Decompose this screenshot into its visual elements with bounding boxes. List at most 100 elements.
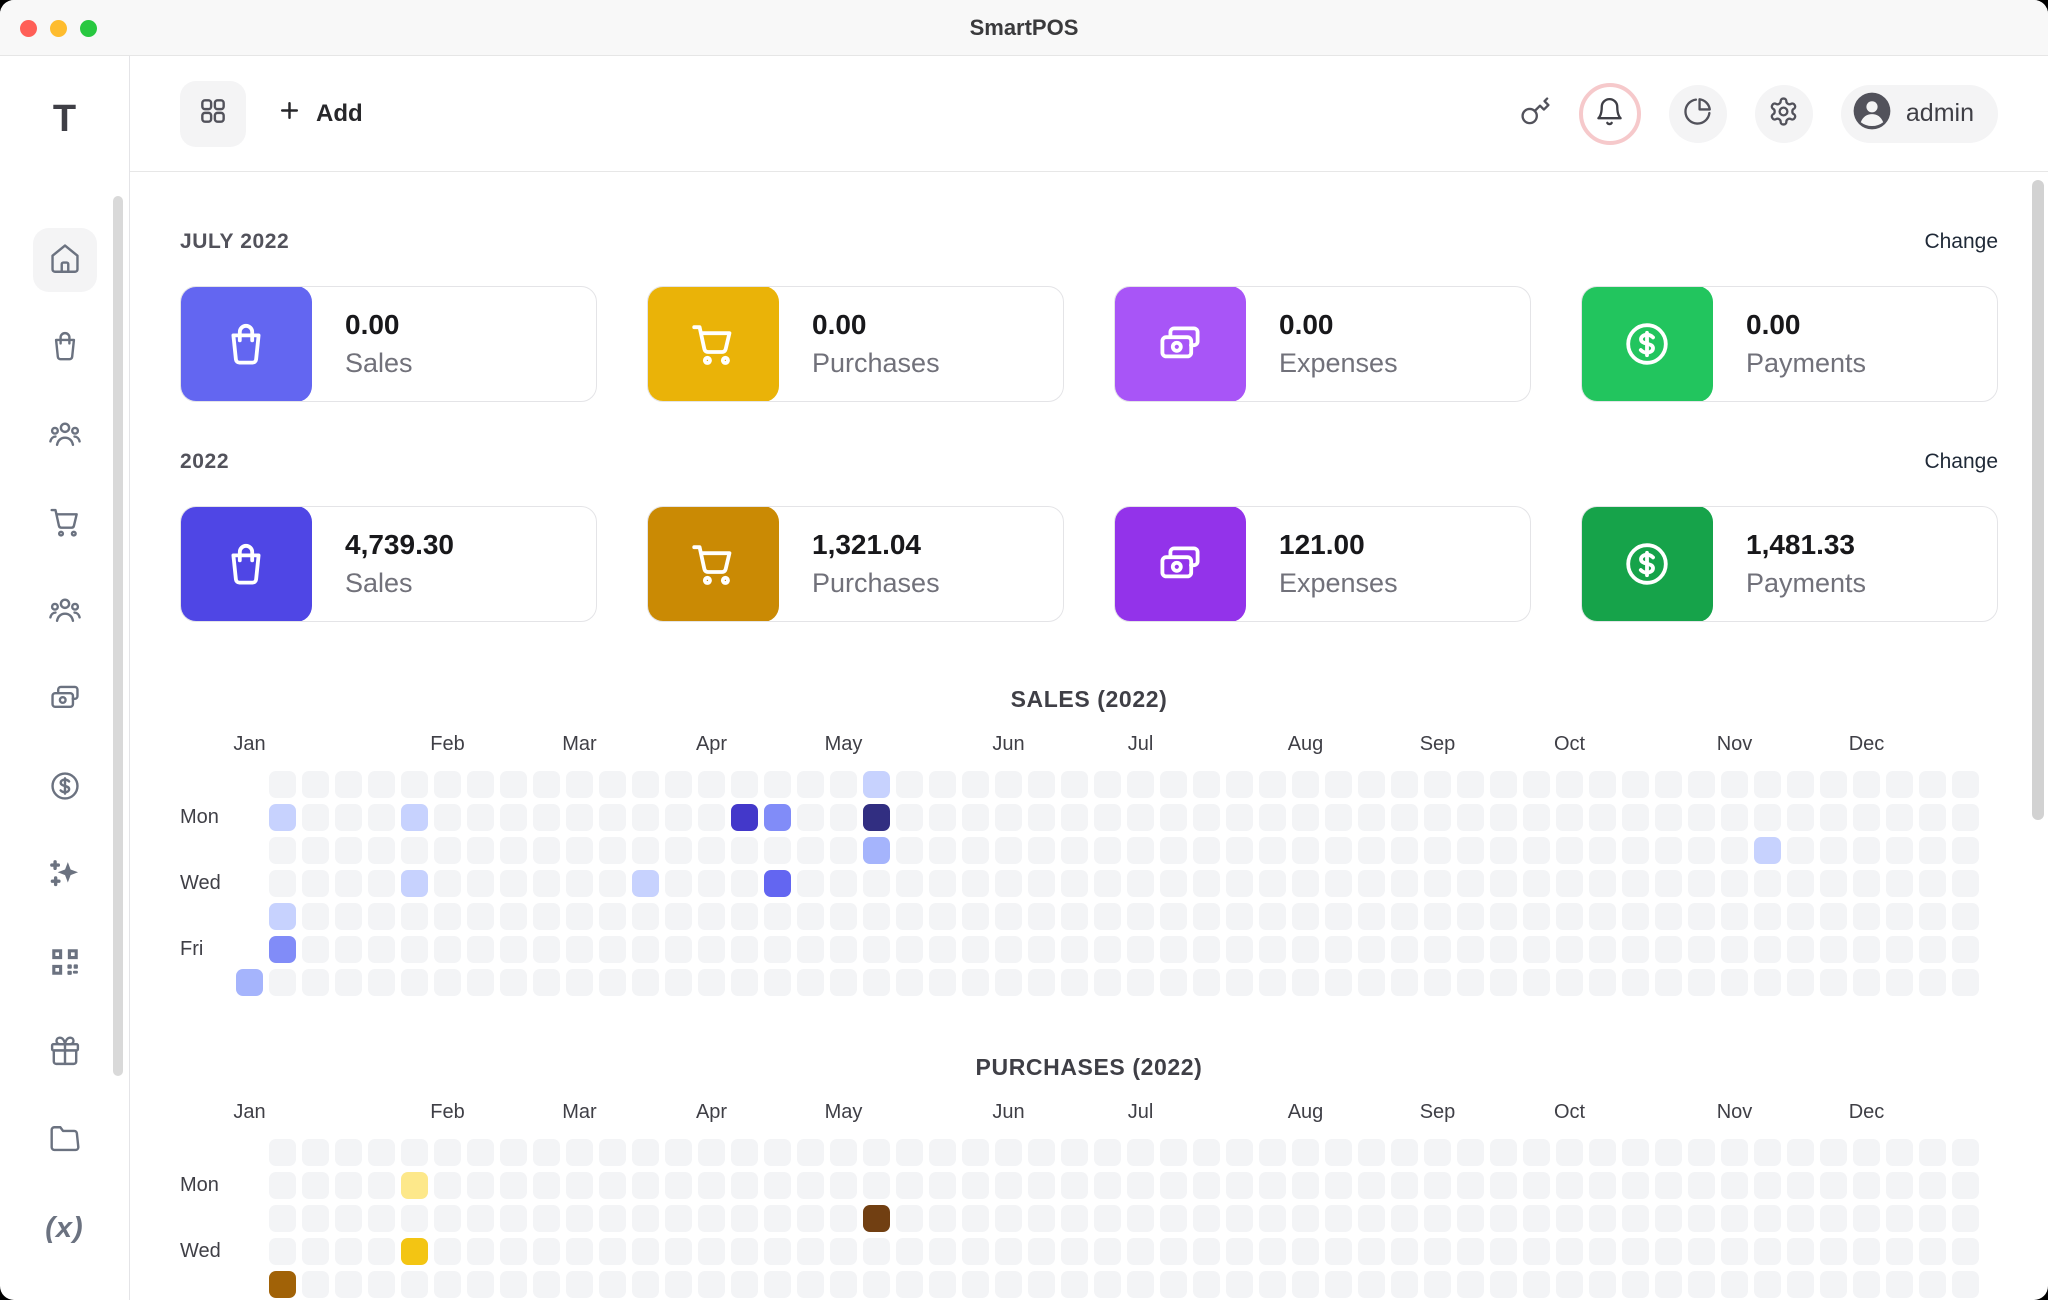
- sidebar: T (x): [0, 56, 130, 1300]
- sidebar-item-partial[interactable]: [33, 1284, 97, 1300]
- payments-stat-card[interactable]: 0.00 Payments: [1581, 286, 1998, 402]
- partial-icon: [48, 1297, 82, 1300]
- purchases-stat-card[interactable]: 1,321.04 Purchases: [647, 506, 1064, 622]
- month-label: Dec: [1848, 733, 1885, 755]
- heatmap-cell-jan-7: [269, 936, 296, 963]
- heatmap-cell-empty: [1292, 804, 1319, 831]
- heatmap-cell-empty: [665, 1205, 692, 1232]
- minimize-button[interactable]: [50, 19, 67, 37]
- heatmap-cell-empty: [500, 1139, 527, 1166]
- pie-chart-button[interactable]: [1668, 84, 1727, 143]
- sidebar-item-cash-stack[interactable]: [33, 668, 97, 732]
- heatmap-cell-empty: [1919, 870, 1946, 897]
- heatmap-cell-empty: [269, 1205, 296, 1232]
- heatmap-cell-empty: [1754, 1139, 1781, 1166]
- purchases-cart-icon: [648, 507, 779, 621]
- purchases-heatmap: Jan Feb Mar Apr May Jun Jul Aug Sep Oct Nov Dec Mon W…: [180, 1101, 1998, 1300]
- heatmap-cell-empty: [500, 1172, 527, 1199]
- stat-value: 0.00: [1279, 309, 1334, 340]
- app-frame: T (x) Add admin JULY 2022 Change 0.00 Sa…: [0, 56, 2048, 1300]
- heatmap-cell-empty: [1556, 936, 1583, 963]
- user-menu-button[interactable]: admin: [1840, 84, 1998, 143]
- expenses-stat-card[interactable]: 121.00 Expenses: [1114, 506, 1531, 622]
- heatmap-cell-empty: [1589, 1205, 1616, 1232]
- heatmap-cell-empty: [467, 804, 494, 831]
- sidebar-scrollbar[interactable]: [113, 196, 123, 1076]
- heatmap-cell-empty: [1886, 804, 1913, 831]
- key-button[interactable]: [1520, 96, 1551, 132]
- heatmap-cell-empty: [929, 936, 956, 963]
- heatmap-cell-empty: [1523, 870, 1550, 897]
- add-button[interactable]: Add: [276, 97, 363, 131]
- heatmap-cell-empty: [1820, 870, 1847, 897]
- bell-button[interactable]: [1578, 82, 1641, 145]
- sidebar-item-gift[interactable]: [33, 1020, 97, 1084]
- heatmap-cell-empty: [1160, 804, 1187, 831]
- heatmap-cell-empty: [1688, 969, 1715, 996]
- change-link[interactable]: Change: [1924, 230, 1998, 253]
- heatmap-cell-empty: [1754, 936, 1781, 963]
- heatmap-cell-empty: [863, 1238, 890, 1265]
- heatmap-cell-empty: [302, 1271, 329, 1298]
- sidebar-item-shopping-bag[interactable]: [33, 316, 97, 380]
- heatmap-cell-empty: [731, 1238, 758, 1265]
- heatmap-cell-empty: [434, 870, 461, 897]
- close-button[interactable]: [20, 19, 37, 37]
- sidebar-item-function-x[interactable]: (x): [33, 1196, 97, 1260]
- sidebar-item-home[interactable]: [32, 228, 97, 292]
- sales-stat-card[interactable]: 0.00 Sales: [180, 286, 597, 402]
- heatmap-cell-empty: [863, 936, 890, 963]
- stat-card-body: 0.00 Payments: [1712, 287, 1997, 401]
- heatmap-cell-empty: [962, 1238, 989, 1265]
- heatmap-cell-empty: [1655, 771, 1682, 798]
- dollar-coin-icon: [48, 769, 82, 808]
- heatmap-cell-empty: [1061, 936, 1088, 963]
- payments-stat-card[interactable]: 1,481.33 Payments: [1581, 506, 1998, 622]
- sidebar-item-sparkles[interactable]: [33, 844, 97, 908]
- heatmap-cell-empty: [1160, 936, 1187, 963]
- heatmap-cell-empty: [1556, 1172, 1583, 1199]
- zoom-button[interactable]: [80, 19, 97, 37]
- sales-stat-card[interactable]: 4,739.30 Sales: [180, 506, 597, 622]
- heatmap-cell-empty: [1325, 969, 1352, 996]
- heatmap-cell-empty: [566, 1172, 593, 1199]
- heatmap-cell-empty: [632, 1205, 659, 1232]
- heatmap-cell-empty: [962, 870, 989, 897]
- purchases-cart-icon: [648, 287, 779, 401]
- heatmap-cell-empty: [1886, 1271, 1913, 1298]
- heatmap-cell-empty: [1292, 1271, 1319, 1298]
- apps-grid-button[interactable]: [180, 80, 246, 147]
- heatmap-cell-empty: [401, 903, 428, 930]
- heatmap-cell-empty: [731, 771, 758, 798]
- sidebar-item-folder[interactable]: [33, 1108, 97, 1172]
- purchases-stat-card[interactable]: 0.00 Purchases: [647, 286, 1064, 402]
- heatmap-cell-empty: [830, 804, 857, 831]
- section-head: 2022 Change: [180, 450, 1998, 474]
- heatmap-cell-empty: [1589, 771, 1616, 798]
- main-scrollbar[interactable]: [2032, 180, 2044, 820]
- heatmap-cell-empty: [1391, 1205, 1418, 1232]
- sidebar-item-qr-code[interactable]: [33, 932, 97, 996]
- expenses-stat-card[interactable]: 0.00 Expenses: [1114, 286, 1531, 402]
- app-logo: T: [52, 98, 77, 140]
- gear-button[interactable]: [1754, 84, 1813, 143]
- heatmap-cell-empty: [1589, 969, 1616, 996]
- shopping-cart-icon: [48, 505, 82, 544]
- change-link[interactable]: Change: [1924, 450, 1998, 473]
- heatmap-cell-empty: [995, 837, 1022, 864]
- heatmap-cell-empty: [599, 771, 626, 798]
- heatmap-cell-empty: [1688, 1172, 1715, 1199]
- heatmap-cell-empty: [1259, 1139, 1286, 1166]
- heatmap-cell-empty: [434, 969, 461, 996]
- heatmap-cell-empty: [302, 969, 329, 996]
- sidebar-item-shopping-cart[interactable]: [33, 492, 97, 556]
- heatmap-cell-empty: [1655, 870, 1682, 897]
- heatmap-cell-empty: [1589, 1238, 1616, 1265]
- sidebar-item-users[interactable]: [33, 404, 97, 468]
- home-icon: [48, 241, 82, 280]
- heatmap-cell-empty: [797, 837, 824, 864]
- heatmap-cell-empty: [1688, 804, 1715, 831]
- sidebar-item-users[interactable]: [33, 580, 97, 644]
- heatmap-cell-empty: [1952, 1205, 1979, 1232]
- sidebar-item-dollar-coin[interactable]: [33, 756, 97, 820]
